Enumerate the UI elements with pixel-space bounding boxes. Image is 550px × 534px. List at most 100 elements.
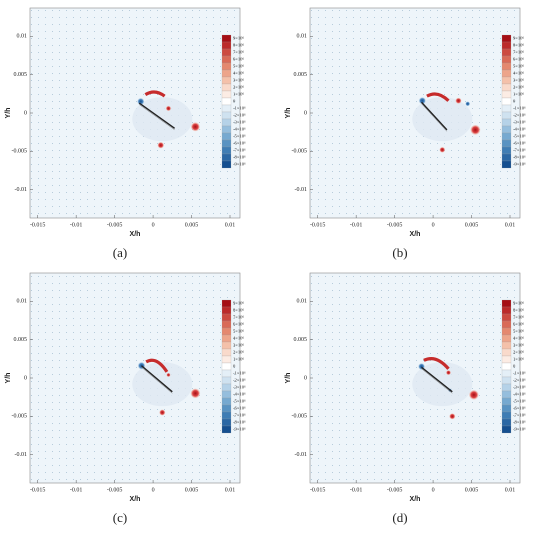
y-tick-label: 0.01 — [297, 34, 308, 40]
colorbar-label: -2×10⁶ — [233, 378, 246, 383]
colorbar-label: -6×10⁶ — [233, 141, 246, 146]
colorbar-label: -5×10⁶ — [233, 134, 246, 139]
colorbar-label: 7×10⁶ — [233, 315, 244, 320]
colorbar-label: -9×10⁶ — [233, 427, 246, 432]
colorbar-swatch — [221, 313, 232, 322]
colorbar-label: 0 — [513, 99, 516, 104]
colorbar-label: 2×10⁶ — [513, 85, 524, 90]
colorbar-label: 1×10⁶ — [513, 357, 524, 362]
colorbar-swatch — [501, 90, 512, 99]
shear-layer — [145, 358, 169, 373]
y-tick-label: 0.005 — [14, 72, 28, 78]
colorbar-swatch — [501, 362, 512, 371]
colorbar-swatch — [221, 69, 232, 78]
colorbar-label: -7×10⁶ — [513, 148, 526, 153]
colorbar-label: -1×10⁶ — [233, 371, 246, 376]
y-tick-label: 0 — [304, 375, 307, 381]
x-tick-label: -0.005 — [107, 222, 123, 228]
x-tick-label: -0.015 — [30, 222, 46, 228]
colorbar-label: 4×10⁶ — [513, 71, 524, 76]
x-tick-label: 0 — [432, 487, 435, 493]
colorbar-label: -8×10⁶ — [233, 155, 246, 160]
colorbar-swatch — [501, 118, 512, 127]
x-tick-label: -0.005 — [387, 222, 403, 228]
colorbar-swatch — [501, 383, 512, 392]
colorbar-swatch — [221, 390, 232, 399]
colorbar-label: -1×10⁶ — [513, 106, 526, 111]
colorbar-swatch — [501, 146, 512, 155]
x-tick-label: -0.01 — [350, 222, 363, 228]
colorbar-swatch — [501, 160, 512, 169]
colorbar-swatch — [501, 139, 512, 148]
plate — [421, 101, 448, 131]
colorbar-swatch — [501, 376, 512, 385]
colorbar-label: 1×10⁶ — [233, 92, 244, 97]
colorbar-label: 8×10⁶ — [233, 43, 244, 48]
colorbar-label: -7×10⁶ — [233, 148, 246, 153]
y-tick-label: -0.01 — [295, 187, 308, 193]
plate-edge — [141, 367, 173, 394]
plot-area — [309, 272, 521, 484]
colorbar-swatch — [221, 97, 232, 106]
colorbar-label: -2×10⁶ — [513, 378, 526, 383]
x-axis-label: X/h — [410, 496, 421, 503]
colorbar-label: 6×10⁶ — [513, 57, 524, 62]
x-tick-label: 0.005 — [465, 487, 479, 493]
y-tick-label: -0.005 — [292, 414, 308, 420]
colorbar-label: 3×10⁶ — [233, 343, 244, 348]
colorbar-label: 2×10⁶ — [233, 85, 244, 90]
colorbar-swatch — [501, 369, 512, 378]
y-tick-label: -0.01 — [15, 187, 28, 193]
x-tick-label: 0.01 — [225, 222, 236, 228]
colorbar-label: 9×10⁶ — [233, 36, 244, 41]
colorbar-label: -4×10⁶ — [513, 127, 526, 132]
colorbar-swatch — [501, 76, 512, 85]
colorbar-label: 8×10⁶ — [233, 308, 244, 313]
colorbar-label: 8×10⁶ — [513, 43, 524, 48]
colorbar-label: -1×10⁶ — [513, 371, 526, 376]
colorbar-label: 2×10⁶ — [513, 350, 524, 355]
colorbar-swatch — [221, 376, 232, 385]
colorbar-swatch — [501, 104, 512, 113]
y-tick-label: 0 — [24, 110, 27, 116]
colorbar-label: 6×10⁶ — [233, 322, 244, 327]
colorbar-label: 3×10⁶ — [513, 78, 524, 83]
vortex-positive — [159, 409, 166, 416]
colorbar-swatch — [221, 383, 232, 392]
vortex-positive — [166, 372, 171, 377]
x-tick-label: -0.01 — [70, 222, 83, 228]
colorbar-label: 9×10⁶ — [233, 301, 244, 306]
colorbar-swatch — [221, 411, 232, 420]
colorbar-swatch — [501, 390, 512, 399]
colorbar-label: -8×10⁶ — [513, 155, 526, 160]
colorbar-label: -4×10⁶ — [233, 392, 246, 397]
colorbar-label: 9×10⁶ — [513, 36, 524, 41]
x-tick-label: 0.005 — [185, 222, 199, 228]
colorbar-label: 3×10⁶ — [513, 343, 524, 348]
colorbar-swatch — [501, 41, 512, 50]
colorbar-swatch — [501, 34, 512, 43]
colorbar-swatch — [501, 313, 512, 322]
plate-edge — [139, 104, 175, 131]
y-tick-label: 0.005 — [294, 337, 308, 343]
colorbar-swatch — [221, 306, 232, 315]
panel-label: (b) — [392, 245, 407, 260]
y-tick-label: -0.005 — [12, 414, 28, 420]
colorbar-label: -8×10⁶ — [233, 420, 246, 425]
x-tick-label: 0.01 — [505, 222, 516, 228]
colorbar-label: 5×10⁶ — [513, 64, 524, 69]
colorbar-label: 7×10⁶ — [233, 50, 244, 55]
colorbar-swatch — [501, 153, 512, 162]
colorbar-label: -9×10⁶ — [233, 162, 246, 167]
colorbar-swatch — [501, 334, 512, 343]
y-axis-label: Y/h — [5, 373, 12, 384]
colorbar-swatch — [501, 327, 512, 336]
colorbar-label: 2×10⁶ — [233, 350, 244, 355]
colorbar-swatch — [501, 411, 512, 420]
vortex-positive — [190, 388, 201, 399]
colorbar-label: 6×10⁶ — [513, 322, 524, 327]
y-tick-label: -0.005 — [12, 149, 28, 155]
colorbar-swatch — [501, 320, 512, 329]
colorbar-swatch — [501, 418, 512, 427]
vortex-positive — [165, 105, 172, 112]
